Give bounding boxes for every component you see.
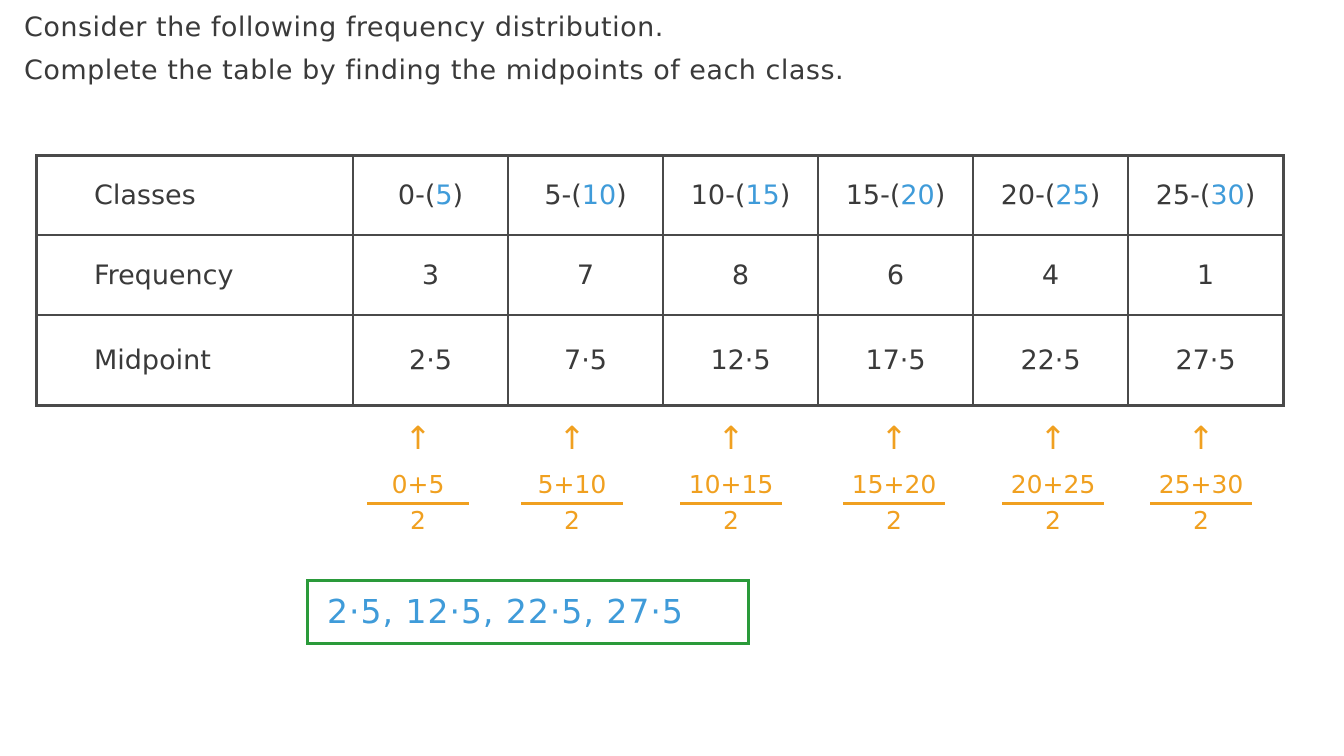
midpoint-row: Midpoint 2·5 7·5 12·5 17·5 22·5 27·5 <box>35 314 1285 407</box>
class-lower: 15 <box>845 180 881 211</box>
class-cell: 10-(15) <box>662 154 819 236</box>
class-upper: 30 <box>1210 180 1245 211</box>
class-cell: 0-(5) <box>352 154 509 236</box>
working-numerator: 25+30 <box>1158 470 1244 499</box>
working-numerator: 5+10 <box>537 470 607 499</box>
midpoint-cell: 17·5 <box>817 314 974 407</box>
fraction-bar <box>1150 502 1252 505</box>
class-upper: 15 <box>745 180 780 211</box>
midpoint-working: ↑ 20+25 2 <box>988 420 1118 535</box>
working-denominator: 2 <box>886 506 902 535</box>
midpoint-working: ↑ 0+5 2 <box>353 420 483 535</box>
up-arrow-icon: ↑ <box>1187 419 1215 457</box>
row-header-frequency: Frequency <box>35 234 354 316</box>
row-header-classes: Classes <box>35 154 354 236</box>
midpoint-working: ↑ 10+15 2 <box>666 420 796 535</box>
working-numerator: 15+20 <box>851 470 937 499</box>
fraction-bar <box>367 502 469 505</box>
frequency-cell: 1 <box>1127 234 1285 316</box>
midpoint-working: ↑ 25+30 2 <box>1136 420 1266 535</box>
up-arrow-icon: ↑ <box>717 419 745 457</box>
midpoint-cell: 7·5 <box>507 314 664 407</box>
up-arrow-icon: ↑ <box>880 419 908 457</box>
fraction-bar <box>843 502 945 505</box>
instruction-line-1: Consider the following frequency distrib… <box>24 12 664 43</box>
classes-row: Classes 0-(5) 5-(10) 10-(15) 15-(20) 20-… <box>35 154 1285 236</box>
midpoint-cell: 12·5 <box>662 314 819 407</box>
class-upper: 10 <box>581 180 617 211</box>
fraction-bar <box>1002 502 1104 505</box>
class-cell: 5-(10) <box>507 154 664 236</box>
up-arrow-icon: ↑ <box>1039 419 1067 457</box>
working-numerator: 20+25 <box>1010 470 1096 499</box>
working-denominator: 2 <box>564 506 580 535</box>
frequency-cell: 4 <box>972 234 1129 316</box>
working-numerator: 0+5 <box>391 470 445 499</box>
fraction-bar <box>521 502 623 505</box>
class-upper: 25 <box>1055 180 1090 211</box>
midpoint-cell: 22·5 <box>972 314 1129 407</box>
frequency-table: Classes 0-(5) 5-(10) 10-(15) 15-(20) 20-… <box>35 154 1285 407</box>
frequency-cell: 8 <box>662 234 819 316</box>
working-denominator: 2 <box>1045 506 1061 535</box>
up-arrow-icon: ↑ <box>404 419 432 457</box>
frequency-cell: 6 <box>817 234 974 316</box>
class-lower: 10 <box>690 180 726 211</box>
answer-box: 2·5, 12·5, 22·5, 27·5 <box>306 579 750 645</box>
midpoint-working: ↑ 5+10 2 <box>507 420 637 535</box>
class-lower: 25 <box>1155 180 1191 211</box>
row-header-midpoint: Midpoint <box>35 314 354 407</box>
midpoint-cell: 27·5 <box>1127 314 1285 407</box>
class-upper: 20 <box>900 180 935 211</box>
midpoint-working: ↑ 15+20 2 <box>829 420 959 535</box>
midpoint-cell: 2·5 <box>352 314 509 407</box>
class-cell: 15-(20) <box>817 154 974 236</box>
class-upper: 5 <box>435 180 453 211</box>
frequency-row: Frequency 3 7 8 6 4 1 <box>35 234 1285 316</box>
working-denominator: 2 <box>410 506 426 535</box>
class-lower: 5 <box>544 180 562 211</box>
class-cell: 20-(25) <box>972 154 1129 236</box>
class-lower: 20 <box>1000 180 1036 211</box>
working-denominator: 2 <box>1193 506 1209 535</box>
working-numerator: 10+15 <box>688 470 774 499</box>
up-arrow-icon: ↑ <box>558 419 586 457</box>
fraction-bar <box>680 502 782 505</box>
frequency-cell: 7 <box>507 234 664 316</box>
working-denominator: 2 <box>723 506 739 535</box>
class-lower: 0 <box>397 180 416 211</box>
class-cell: 25-(30) <box>1127 154 1285 236</box>
instruction-line-2: Complete the table by finding the midpoi… <box>24 55 845 86</box>
frequency-cell: 3 <box>352 234 509 316</box>
